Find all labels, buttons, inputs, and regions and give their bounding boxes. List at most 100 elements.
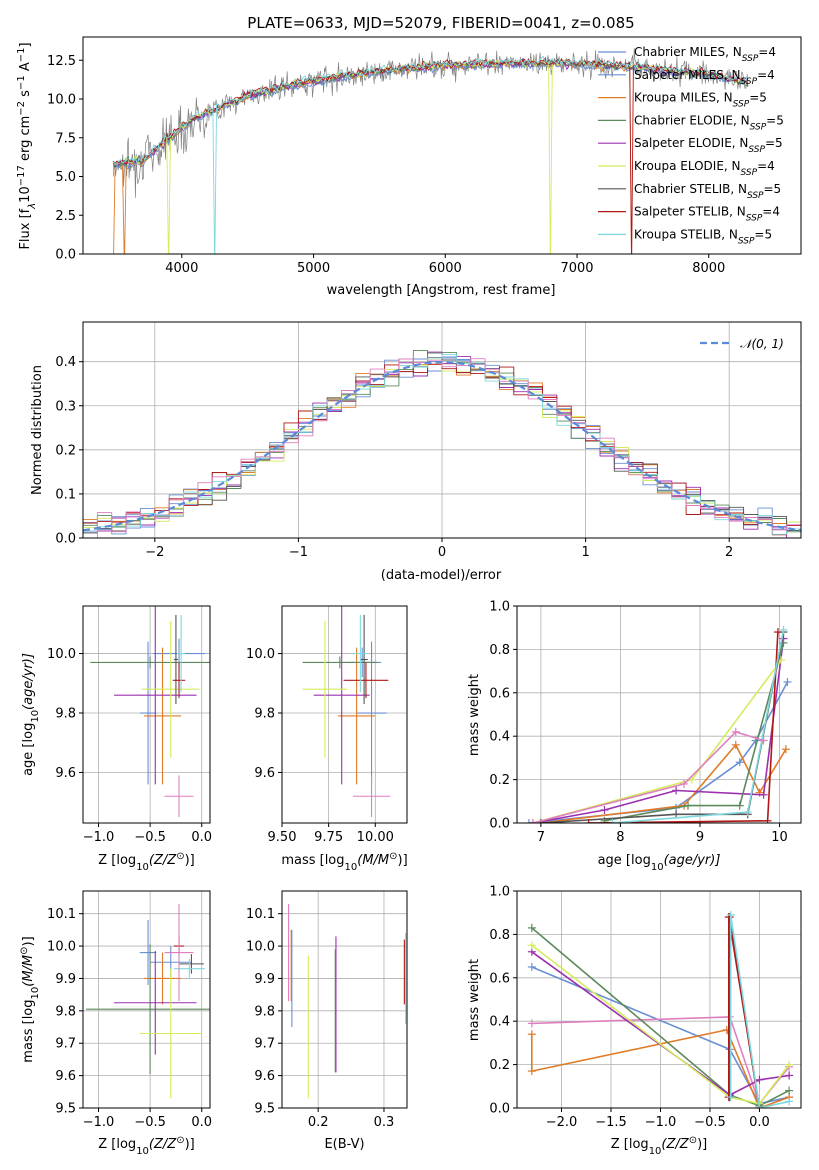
y-tick-label: 0.8 (489, 928, 510, 943)
x-tick-label: 0 (438, 545, 446, 560)
legend-suffix: =4 (758, 45, 776, 59)
axes-frame (82, 605, 211, 824)
y-tick-label: 0.6 (489, 971, 510, 986)
x-axis-label: Z [log10(Z/Z⊙)] (98, 1135, 194, 1157)
model-line-kroupa-stelib (113, 55, 749, 254)
spectrum-panel: 4000 5000 6000 7000 8000 0.0 2.5 5.0 7.5 10.0 12.5… (16, 36, 802, 298)
y-tick-label: 7.5 (55, 131, 76, 146)
y-tick-label: 10.0 (246, 647, 275, 662)
label-part: 10 (30, 710, 41, 723)
label-part: ⊙ (19, 946, 30, 954)
y-tick-label: 9.9 (55, 972, 76, 987)
label-part: ⊙ (689, 1135, 697, 1146)
y-tick-label: 0.1 (55, 487, 76, 502)
legend-entry: Chabrier ELODIE, NSSP=5 (634, 113, 784, 132)
weight-line-salpeter-elodie (531, 951, 790, 1096)
legend-sub: SSP (741, 77, 758, 87)
series-layer (86, 903, 210, 1099)
y-tick-label: 9.8 (55, 707, 76, 722)
x-tick-label: 7000 (560, 261, 593, 276)
series-layer (302, 606, 391, 818)
x-tick-label: −2 (145, 545, 164, 560)
label-part: ⊙ (389, 851, 397, 862)
label-part: ⊙ (176, 1135, 184, 1146)
label-part: mass [log (281, 853, 344, 868)
legend-entry: Kroupa STELIB, NSSP=5 (634, 227, 772, 246)
label-part: erg cm (18, 116, 33, 165)
label-part: (age/yr)] (664, 853, 721, 868)
label-part: (M/M (357, 853, 389, 868)
y-tick-label: 9.8 (55, 1004, 76, 1019)
x-tick-label: −1 (289, 545, 308, 560)
x-tick-label: −0.5 (134, 1115, 166, 1130)
age-metallicity-panel: −1.0 −0.5 0.09.69.810.0Z [log10(Z/Z⊙)]age … (21, 605, 212, 873)
legend-sub: SSP (746, 214, 763, 224)
legend-entry: Chabrier MILES, NSSP=4 (634, 45, 776, 64)
y-tick-label: 0.2 (489, 773, 510, 788)
axes-frame (516, 890, 802, 1109)
legend-entry: Salpeter ELODIE, NSSP=5 (634, 136, 783, 155)
legend-text: Chabrier MILES, N (634, 45, 742, 59)
x-tick-label: 0.0 (191, 830, 212, 845)
weight-line-chabrier-elodie (604, 642, 785, 822)
legend-text: Salpeter STELIB, N (634, 205, 746, 219)
label-part: )] (398, 853, 408, 868)
y-tick-label: 0.0 (489, 817, 510, 832)
y-tick-label: 9.8 (254, 1004, 275, 1019)
series-layer (112, 47, 749, 254)
label-part: age [log (598, 853, 651, 868)
legend-suffix: =4 (762, 205, 780, 219)
label-part: )] (21, 936, 36, 946)
y-tick-label: 1.0 (489, 600, 510, 615)
y-axis-label: Flux [fλ10−17 erg cm−2 s−1 A−1] (16, 42, 38, 249)
legend-text: Kroupa STELIB, N (634, 227, 738, 241)
label-part: −1 (16, 48, 27, 63)
x-tick-label: −0.5 (134, 830, 166, 845)
weight-line-pink (532, 731, 764, 823)
y-axis-label: age [log10(age/yr)] (21, 653, 41, 776)
label-part: Z [log (611, 1137, 649, 1152)
legend-suffix: =4 (757, 68, 775, 82)
series-layer (527, 910, 794, 1108)
legend-text: Salpeter MILES, N (634, 68, 741, 82)
y-axis-label: Normed distribution (30, 365, 45, 495)
weight-line-kroupa-elodie (531, 944, 790, 1105)
label-part: −17 (16, 165, 27, 186)
label-part: Z [log (98, 853, 136, 868)
x-tick-label: 9.50 (268, 830, 297, 845)
legend-text: Chabrier ELODIE, N (634, 113, 750, 127)
x-tick-label: 5000 (297, 261, 330, 276)
label-part: mass [log (21, 999, 36, 1062)
y-tick-label: 10.1 (47, 907, 76, 922)
mass-extinction-panel: 0.2 0.3 9.5 9.6 9.7 9.8 9.9 10.0 10.1 E(B-V) (246, 890, 408, 1152)
x-tick-label: 2 (725, 545, 733, 560)
legend-entry: 𝒩(0, 1) (740, 337, 784, 351)
y-tick-label: 2.5 (55, 209, 76, 224)
y-tick-label: 9.8 (254, 707, 275, 722)
x-tick-label: 8 (616, 830, 624, 845)
x-tick-label: −0.5 (694, 1115, 726, 1130)
label-part: (Z/Z (149, 853, 177, 868)
series-layer (83, 349, 801, 538)
plot-area: 4000 5000 6000 7000 80000.02.55.07.510.012.5… (16, 36, 802, 1157)
y-tick-label: 0.0 (489, 1102, 510, 1117)
legend-suffix: =4 (757, 159, 775, 173)
legend-sub: SSP (738, 236, 755, 246)
x-tick-label: 9 (696, 830, 704, 845)
legend-entry: Salpeter STELIB, NSSP=4 (634, 205, 780, 224)
mass-weight-metallicity-panel: −2.0 −1.5 −1.0 −0.5 0.0 0.0 0.2 0.4 0.6 0.8 1.0 Z [… (467, 885, 802, 1157)
y-tick-label: 0.0 (55, 248, 76, 263)
y-tick-label: 10.0 (246, 940, 275, 955)
y-tick-label: 0.2 (55, 443, 76, 458)
y-axis-label: mass weight (467, 674, 482, 756)
label-part: )] (185, 1137, 195, 1152)
label-part: s (18, 90, 33, 101)
series-layer (288, 903, 407, 1099)
axes-frame (82, 36, 802, 255)
y-tick-label: 0.8 (489, 643, 510, 658)
mass-metallicity-panel: −1.0 −0.5 0.0 9.5 9.6 9.7 9.8 9.9 10.0 10.1 Z [log… (19, 890, 212, 1157)
y-tick-label: 9.5 (254, 1102, 275, 1117)
x-tick-label: 10.00 (357, 830, 394, 845)
y-tick-label: 9.7 (55, 1037, 76, 1052)
legend-suffix: =5 (754, 227, 772, 241)
